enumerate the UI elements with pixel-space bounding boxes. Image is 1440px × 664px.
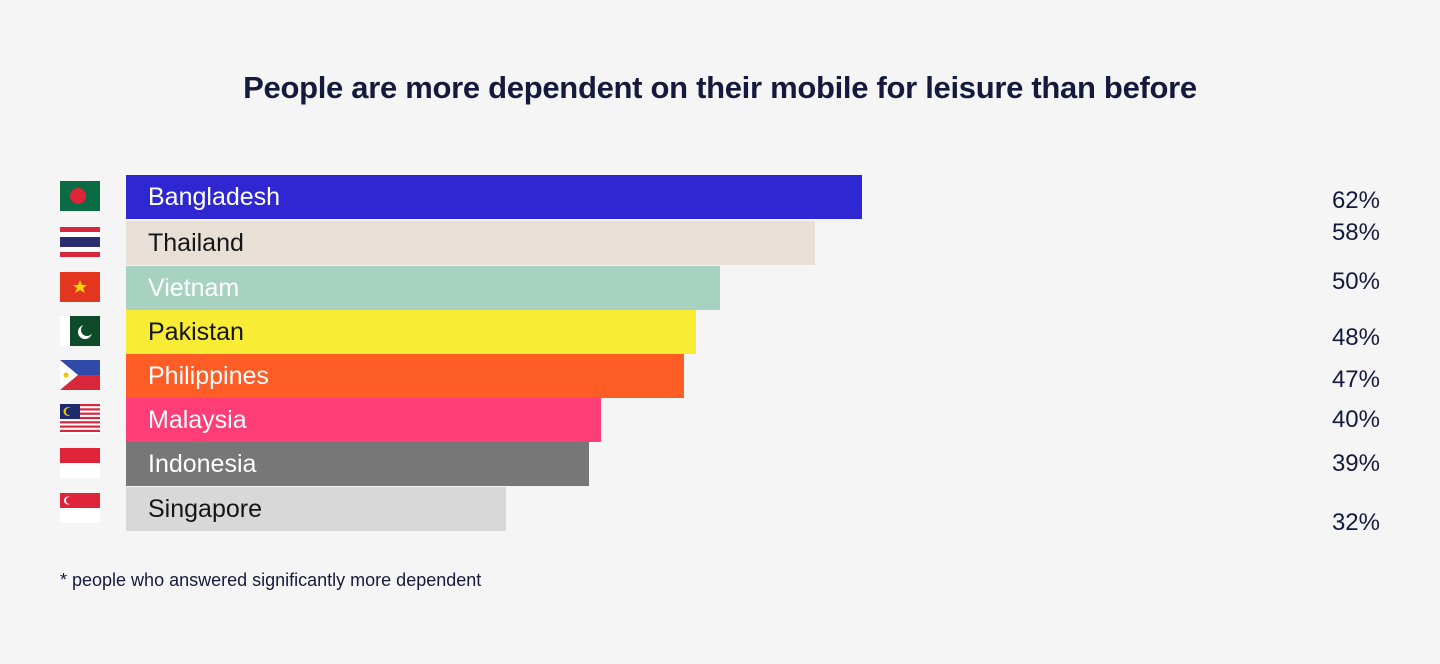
thailand-flag-icon <box>60 227 100 257</box>
bar-row: Malaysia 40% <box>0 398 1440 442</box>
value-label: 39% <box>1331 450 1380 477</box>
bar <box>126 310 696 354</box>
bar-row: Bangladesh 62% <box>0 175 1440 219</box>
malaysia-flag-icon <box>60 404 100 434</box>
bar-label: Vietnam <box>148 274 240 302</box>
value-label: 58% <box>1331 219 1380 246</box>
value-label: 40% <box>1331 406 1380 433</box>
bar <box>126 398 601 442</box>
bar-label: Philippines <box>148 362 269 390</box>
pakistan-flag-icon <box>60 316 100 346</box>
chart-title: People are more dependent on their mobil… <box>243 70 1197 105</box>
bar-label: Bangladesh <box>148 183 281 211</box>
value-label: 62% <box>1331 187 1380 214</box>
bar <box>126 221 815 265</box>
bar-label: Thailand <box>148 229 244 257</box>
bar-label: Pakistan <box>148 318 244 346</box>
vietnam-flag-icon <box>60 272 100 302</box>
bar-label: Malaysia <box>148 406 247 434</box>
philippines-flag-icon <box>60 360 100 390</box>
bar <box>126 442 589 486</box>
value-label: 50% <box>1331 268 1380 295</box>
bangladesh-flag-icon <box>60 181 100 211</box>
value-label: 32% <box>1331 509 1380 536</box>
bar <box>126 175 862 219</box>
bar-row: Pakistan 48% <box>0 310 1440 354</box>
bar-label: Indonesia <box>148 450 257 478</box>
singapore-flag-icon <box>60 493 100 523</box>
indonesia-flag-icon <box>60 448 100 478</box>
footnote: * people who answered significantly more… <box>60 570 482 590</box>
bar-row: Singapore 32% <box>0 487 1440 536</box>
bar <box>126 266 720 310</box>
bar-row: Philippines 47% <box>0 354 1440 398</box>
bar-label: Singapore <box>148 495 262 523</box>
bar-row: Indonesia 39% <box>0 442 1440 486</box>
bar-row: Vietnam 50% <box>0 266 1440 310</box>
bar <box>126 354 684 398</box>
bar <box>126 487 506 531</box>
value-label: 47% <box>1331 366 1380 393</box>
bar-row: Thailand 58% <box>0 219 1440 265</box>
value-label: 48% <box>1331 324 1380 351</box>
